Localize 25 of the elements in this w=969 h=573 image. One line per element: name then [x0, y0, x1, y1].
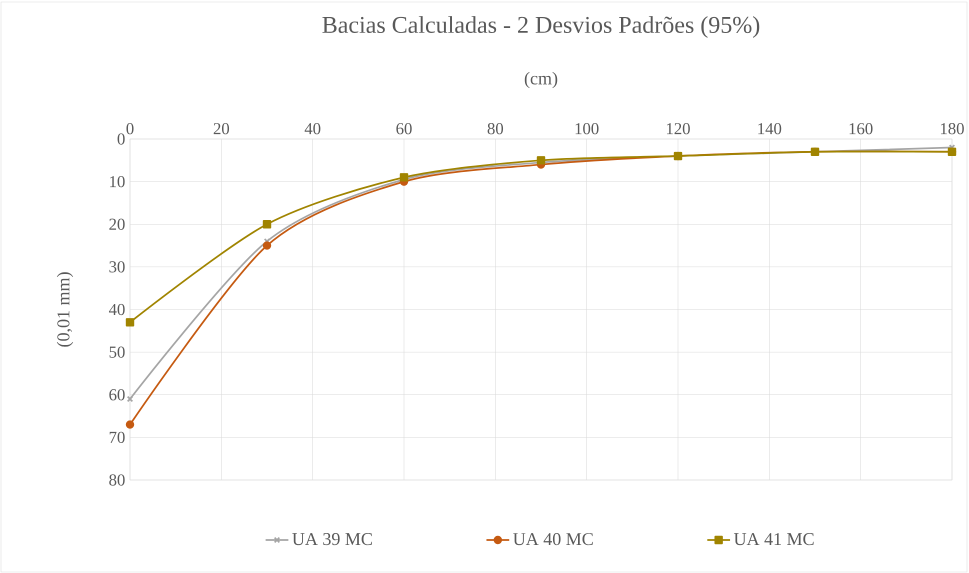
legend-label: UA 39 MC — [292, 533, 372, 546]
x-tick-label: 60 — [396, 123, 412, 134]
y-tick-label: 70 — [110, 432, 125, 443]
y-tick-label: 30 — [109, 261, 125, 272]
y-tick-label: 50 — [110, 346, 125, 358]
x-tick-label: 180 — [940, 123, 964, 134]
x-tick-label: 80 — [488, 123, 504, 134]
y-tick-label: 40 — [108, 304, 125, 316]
y-tick-label: 0 — [118, 133, 125, 145]
x-tick-label: 20 — [214, 123, 230, 134]
y-tick-label: 60 — [109, 389, 125, 400]
y-tick-label: 80 — [109, 474, 125, 486]
x-axis-title: (cm) — [524, 72, 558, 88]
x-tick-label: 160 — [850, 123, 873, 134]
chart-title: Bacias Calculadas - 2 Desvios Padrões (95%) — [322, 16, 760, 38]
x-tick-label: 100 — [576, 123, 599, 134]
legend-label: UA 41 MC — [734, 533, 814, 546]
y-tick-label: 20 — [109, 218, 125, 230]
legend-label: UA 40 MC — [513, 533, 593, 546]
x-tick-label: 140 — [758, 123, 782, 134]
x-tick-label: 40 — [304, 123, 320, 134]
x-tick-label: 0 — [126, 123, 134, 134]
y-tick-label: 10 — [110, 176, 125, 188]
x-tick-label: 120 — [666, 123, 690, 134]
y-axis-title: (0,01 mm) — [56, 272, 74, 347]
